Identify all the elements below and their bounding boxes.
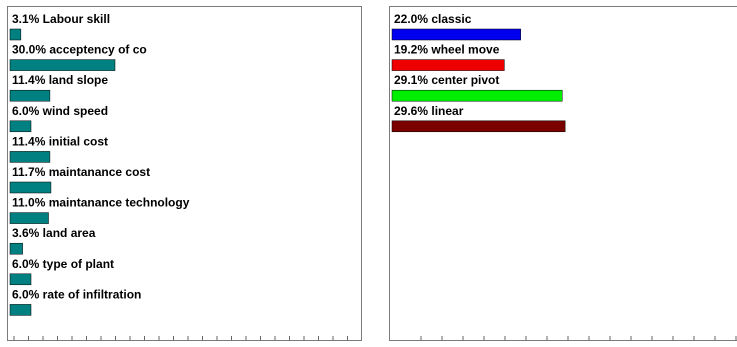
bar xyxy=(391,120,566,133)
bar-label: 6.0% type of plant xyxy=(12,257,114,271)
bar xyxy=(391,59,505,71)
bar-label: 11.7% maintanance cost xyxy=(12,165,150,179)
bar-label: 30.0% acceptency of co xyxy=(12,43,147,57)
bar xyxy=(9,273,32,286)
bar xyxy=(391,28,521,41)
bar-label: 11.4% land slope xyxy=(12,73,108,87)
bar-label: 6.0% rate of infiltration xyxy=(12,287,141,301)
bar-label: 11.0% maintanance technology xyxy=(12,196,190,210)
bar xyxy=(391,89,563,102)
bar-label: 6.0% wind speed xyxy=(12,104,108,118)
bar-label: 11.4% initial cost xyxy=(12,134,108,148)
bar-label: 29.6% linear xyxy=(394,104,464,118)
bar xyxy=(9,304,32,316)
alternatives-bar-chart: 22.0% classic 19.2% wheel move 29.1% cente… xyxy=(391,12,737,340)
bar xyxy=(9,59,116,71)
bar-label: 19.2% wheel move xyxy=(394,43,500,57)
bar xyxy=(9,151,51,163)
bar-label: 3.1% Labour skill xyxy=(12,12,110,26)
alternatives-chart-panel: 22.0% classic 19.2% wheel move 29.1% cente… xyxy=(389,6,737,341)
criteria-bar-chart: 3.1% Labour skill 30.0% acceptency of co 1… xyxy=(9,12,348,340)
bar xyxy=(9,212,49,224)
bar xyxy=(9,89,51,102)
bar xyxy=(9,242,23,255)
bar xyxy=(9,181,52,194)
bar xyxy=(9,28,22,41)
criteria-chart-panel: 3.1% Labour skill 30.0% acceptency of co 1… xyxy=(7,6,362,341)
bar xyxy=(9,120,32,133)
bar-label: 29.1% center pivot xyxy=(394,73,499,87)
bar-label: 22.0% classic xyxy=(394,12,472,26)
bar-label: 3.6% land area xyxy=(12,226,96,240)
